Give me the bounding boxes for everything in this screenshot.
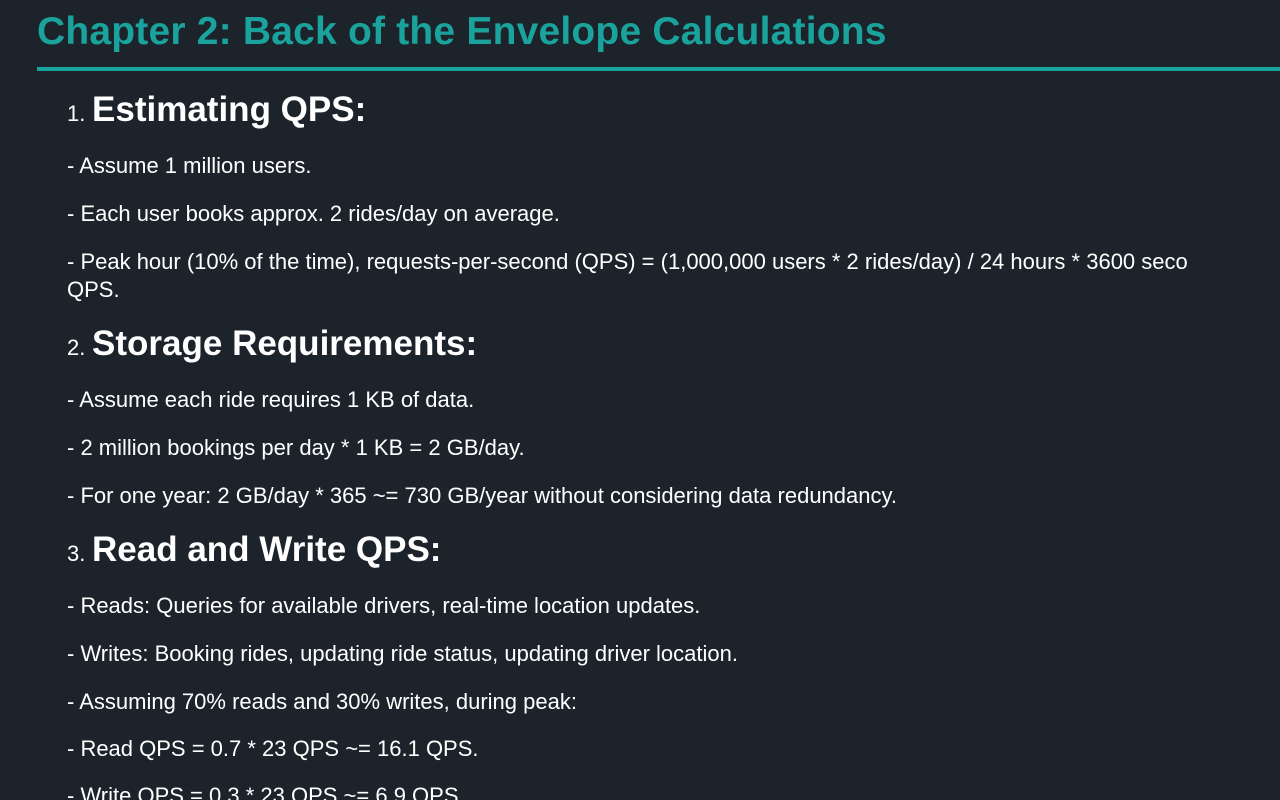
section-title: Storage Requirements: (92, 324, 478, 363)
section-title: Read and Write QPS: (92, 530, 442, 569)
list-item-continuation: QPS. (67, 277, 120, 302)
list-item: - For one year: 2 GB/day * 365 ~= 730 GB… (67, 483, 897, 508)
list-item: - Assume each ride requires 1 KB of data… (67, 387, 475, 412)
list-item: - Write QPS = 0.3 * 23 QPS ~= 6.9 QPS. (67, 783, 465, 800)
list-item: - Each user books approx. 2 rides/day on… (67, 201, 560, 226)
list-item: - Reads: Queries for available drivers, … (67, 593, 701, 618)
section-heading-read-write-qps: 3. Read and Write QPS: (67, 530, 441, 570)
section-heading-estimating-qps: 1. Estimating QPS: (67, 90, 366, 130)
title-divider (37, 67, 1280, 71)
list-item: - Assuming 70% reads and 30% writes, dur… (67, 689, 577, 714)
list-item: - 2 million bookings per day * 1 KB = 2 … (67, 435, 525, 460)
list-item: - Peak hour (10% of the time), requests-… (67, 249, 1188, 274)
section-heading-storage-requirements: 2. Storage Requirements: (67, 324, 477, 364)
section-number: 3. (67, 541, 86, 566)
section-number: 1. (67, 101, 86, 126)
list-item: - Writes: Booking rides, updating ride s… (67, 641, 738, 666)
section-title: Estimating QPS: (92, 90, 367, 129)
list-item: - Assume 1 million users. (67, 153, 312, 178)
section-number: 2. (67, 335, 86, 360)
list-item: - Read QPS = 0.7 * 23 QPS ~= 16.1 QPS. (67, 736, 479, 761)
chapter-title: Chapter 2: Back of the Envelope Calculat… (37, 10, 887, 53)
